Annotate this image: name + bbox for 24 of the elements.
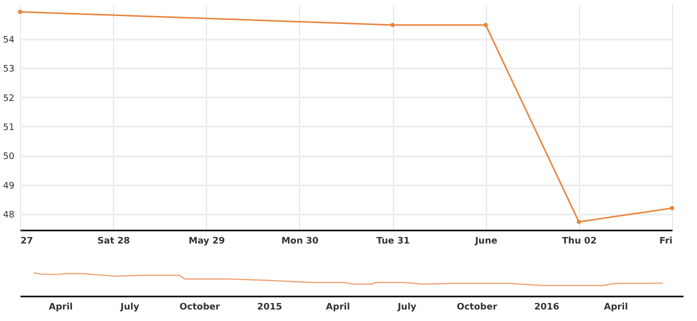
x-tick-label: Tue 31 bbox=[376, 236, 410, 246]
y-tick-label: 49 bbox=[3, 181, 15, 192]
x-tick-label: July bbox=[120, 302, 140, 312]
y-tick-label: 52 bbox=[3, 94, 14, 104]
x-tick-label: October bbox=[179, 302, 221, 312]
y-tick-label: 50 bbox=[3, 152, 15, 162]
x-tick-label: May 29 bbox=[188, 236, 225, 246]
x-tick-label: 27 bbox=[20, 236, 34, 246]
x-tick-label: Mon 30 bbox=[281, 236, 319, 246]
x-tick-label: June bbox=[474, 236, 498, 246]
x-tick-label: April bbox=[604, 302, 628, 312]
x-tick-label: October bbox=[456, 302, 498, 312]
y-tick-label: 53 bbox=[3, 64, 14, 75]
y-tick-label: 48 bbox=[3, 210, 15, 220]
x-tick-label: Thu 02 bbox=[562, 236, 597, 246]
x-tick-label: Fri bbox=[659, 236, 672, 246]
x-tick-label: 2016 bbox=[534, 302, 560, 312]
y-tick-label: 51 bbox=[3, 122, 14, 133]
y-tick-label: 54 bbox=[3, 35, 15, 46]
x-tick-label: 2015 bbox=[257, 302, 282, 312]
x-tick-label: July bbox=[396, 302, 417, 312]
x-tick-label: April bbox=[326, 302, 350, 312]
x-tick-label: Sat 28 bbox=[97, 236, 130, 246]
x-tick-label: April bbox=[48, 302, 73, 312]
